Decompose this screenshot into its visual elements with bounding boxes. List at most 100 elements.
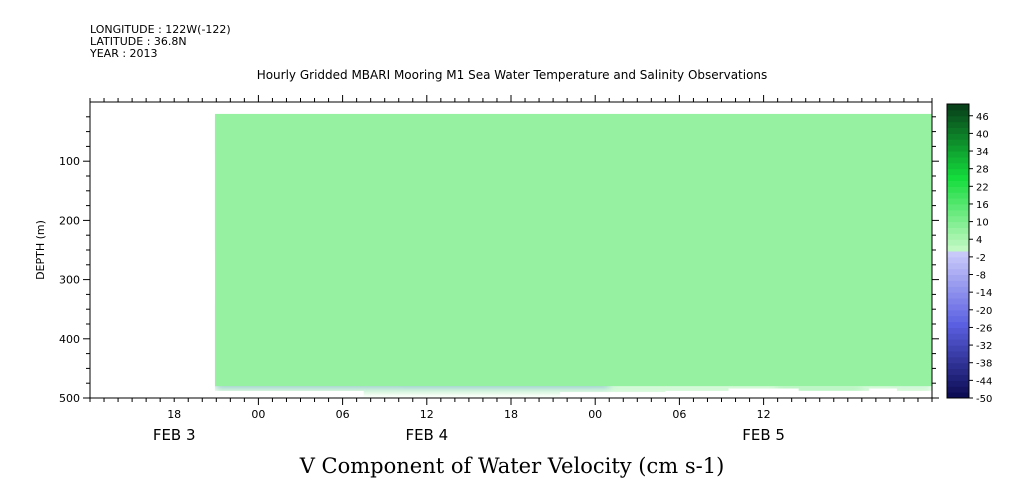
colorbar-bin-8 xyxy=(947,345,969,352)
missing-data-mask xyxy=(90,102,932,398)
colorbar-bin-39 xyxy=(947,162,969,170)
colorbar-label-3: 28 xyxy=(976,165,989,176)
latitude-label: LATITUDE : 36.8N xyxy=(90,35,187,48)
x-day-label-0: FEB 3 xyxy=(153,426,196,444)
colorbar-bin-4 xyxy=(947,368,969,375)
colorbar-bin-6 xyxy=(947,356,969,364)
colorbar-bin-45 xyxy=(947,127,969,134)
colorbar-bin-29 xyxy=(947,221,969,228)
colorbar-bin-38 xyxy=(947,168,969,176)
colorbar-bin-9 xyxy=(947,339,969,346)
chart-title: Hourly Gridded MBARI Mooring M1 Sea Wate… xyxy=(256,68,768,82)
colorbar-bin-21 xyxy=(947,268,969,276)
y-tick-label-4: 500 xyxy=(59,392,80,405)
colorbar-bin-12 xyxy=(947,321,969,328)
x-axis-label: V Component of Water Velocity (cm s-1) xyxy=(299,454,725,478)
y-tick-label-2: 300 xyxy=(59,274,80,287)
colorbar-label-12: -26 xyxy=(976,323,992,334)
colorbar-bin-11 xyxy=(947,327,969,334)
colorbar-bin-25 xyxy=(947,245,969,252)
axes: 18 00 06 12 18 00 06 12 FEB 3 FEB 4 FEB 5 100 200 300… xyxy=(59,95,939,444)
colorbar-bin-22 xyxy=(947,262,969,270)
colorbar-bin-24 xyxy=(947,251,969,258)
colorbar-bin-15 xyxy=(947,303,969,311)
colorbar-label-7: 4 xyxy=(976,235,982,246)
missing-area-1 xyxy=(214,102,932,114)
colorbar-bin-41 xyxy=(947,151,969,158)
colorbar-label-9: -8 xyxy=(976,271,986,282)
colorbar-bin-0 xyxy=(947,392,969,399)
colorbar-label-5: 16 xyxy=(976,200,989,211)
colorbar-bin-17 xyxy=(947,292,969,299)
colorbar-bin-13 xyxy=(947,315,969,323)
x-tick-label-3: 12 xyxy=(420,408,434,421)
heatmap-field xyxy=(214,113,932,391)
colorbar-label-2: 34 xyxy=(976,147,989,158)
colorbar-bin-32 xyxy=(947,203,969,211)
colorbar-frame xyxy=(946,103,970,399)
colorbar-label-6: 10 xyxy=(976,218,989,229)
heatmap-region-22 xyxy=(214,386,932,391)
missing-area-5 xyxy=(728,388,799,398)
longitude-label: LONGITUDE : 122W(-122) xyxy=(90,23,231,36)
x-tick-label-4: 18 xyxy=(504,408,518,421)
colorbar-bin-43 xyxy=(947,139,969,146)
colorbar-bin-27 xyxy=(947,233,969,240)
x-tick-label-2: 06 xyxy=(336,408,350,421)
colorbar-bin-5 xyxy=(947,362,969,370)
colorbar-bin-36 xyxy=(947,180,969,187)
colorbar-label-8: -2 xyxy=(976,253,986,264)
colorbar-bin-18 xyxy=(947,286,969,293)
colorbar-bin-1 xyxy=(947,386,969,393)
colorbar-label-16: -50 xyxy=(976,394,992,405)
heatmap-region-0 xyxy=(214,113,932,387)
missing-area-4 xyxy=(560,392,680,398)
x-day-label-2: FEB 5 xyxy=(742,426,785,444)
colorbar-bin-26 xyxy=(947,239,969,246)
missing-area-2 xyxy=(214,390,364,398)
colorbar-label-10: -14 xyxy=(976,288,992,299)
x-tick-label-1: 00 xyxy=(251,408,265,421)
colorbar-bin-20 xyxy=(947,274,969,281)
colorbar-bin-42 xyxy=(947,145,969,152)
colorbar-bin-16 xyxy=(947,298,969,305)
colorbar-label-0: 46 xyxy=(976,112,989,123)
colorbar-bin-33 xyxy=(947,198,969,205)
colorbar-label-14: -38 xyxy=(976,359,992,370)
y-tick-label-1: 200 xyxy=(59,214,80,227)
colorbar-bin-48 xyxy=(947,109,969,117)
colorbar-label-15: -44 xyxy=(976,376,992,387)
colorbar-bin-31 xyxy=(947,209,969,217)
colorbar-label-1: 40 xyxy=(976,129,989,140)
colorbar-label-11: -20 xyxy=(976,306,992,317)
colorbar-bin-47 xyxy=(947,115,969,123)
colorbar-bin-34 xyxy=(947,192,969,199)
colorbar-bin-2 xyxy=(947,380,969,387)
heatmap-region-23 xyxy=(776,386,862,391)
x-tick-label-7: 12 xyxy=(757,408,771,421)
colorbar-bin-3 xyxy=(947,374,969,381)
colorbar: 46 40 34 28 22 16 10 4 -2 -8 -14 -20 -26 -32 -38 -44 -50 xyxy=(946,103,992,405)
colorbar-bin-14 xyxy=(947,309,969,317)
colorbar-bin-23 xyxy=(947,256,969,264)
colorbar-bin-44 xyxy=(947,133,969,140)
colorbar-bin-35 xyxy=(947,186,969,193)
colorbar-bin-30 xyxy=(947,215,969,223)
x-tick-label-6: 06 xyxy=(672,408,686,421)
y-tick-label-3: 400 xyxy=(59,333,80,346)
colorbar-bin-10 xyxy=(947,333,969,340)
y-tick-label-0: 100 xyxy=(59,155,80,168)
colorbar-bin-7 xyxy=(947,350,969,358)
colorbar-bin-28 xyxy=(947,227,969,234)
x-tick-label-5: 00 xyxy=(588,408,602,421)
colorbar-label-13: -32 xyxy=(976,341,992,352)
year-label: YEAR : 2013 xyxy=(90,47,158,60)
colorbar-bin-46 xyxy=(947,121,969,129)
x-tick-label-0: 18 xyxy=(167,408,181,421)
x-day-label-1: FEB 4 xyxy=(405,426,448,444)
colorbar-bin-49 xyxy=(947,104,969,111)
colorbar-label-4: 22 xyxy=(976,182,989,193)
missing-area-6 xyxy=(868,388,897,398)
colorbar-bin-37 xyxy=(947,174,969,181)
